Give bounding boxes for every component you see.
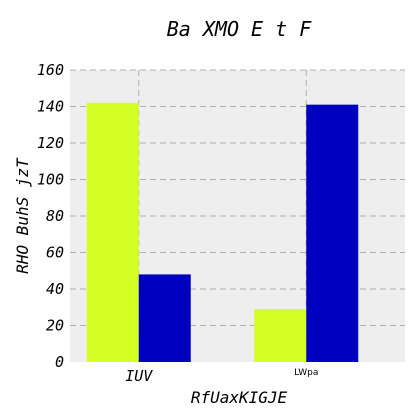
bar-series-1-LWpa	[254, 309, 307, 362]
y-axis-ticks: 0 20 40 60 80 100 120 140 160	[37, 61, 64, 371]
x-axis-ticks: IUV LWpa	[125, 367, 318, 385]
x-tick-label: LWpa	[294, 368, 318, 378]
y-tick-label: 120	[37, 134, 64, 152]
y-tick-label: 80	[46, 207, 64, 225]
y-axis-label: RHO BuhS jzT	[13, 157, 32, 274]
x-axis-label: RfUaxKIGJE	[191, 388, 288, 407]
y-tick-label: 100	[37, 171, 64, 189]
y-tick-label: 0	[55, 353, 64, 371]
y-tick-label: 160	[37, 61, 64, 79]
bar-series-2-IUV	[138, 274, 191, 362]
bar-series-1-IUV	[86, 102, 139, 362]
y-tick-label: 60	[46, 244, 64, 262]
y-tick-label: 40	[46, 280, 64, 298]
bar-series-2-LWpa	[306, 104, 359, 363]
bars	[86, 102, 359, 363]
x-tick-label: IUV	[125, 367, 153, 385]
y-tick-label: 20	[46, 317, 64, 335]
y-tick-label: 140	[37, 98, 64, 116]
chart-title: Ba XMO E t F	[167, 17, 312, 41]
